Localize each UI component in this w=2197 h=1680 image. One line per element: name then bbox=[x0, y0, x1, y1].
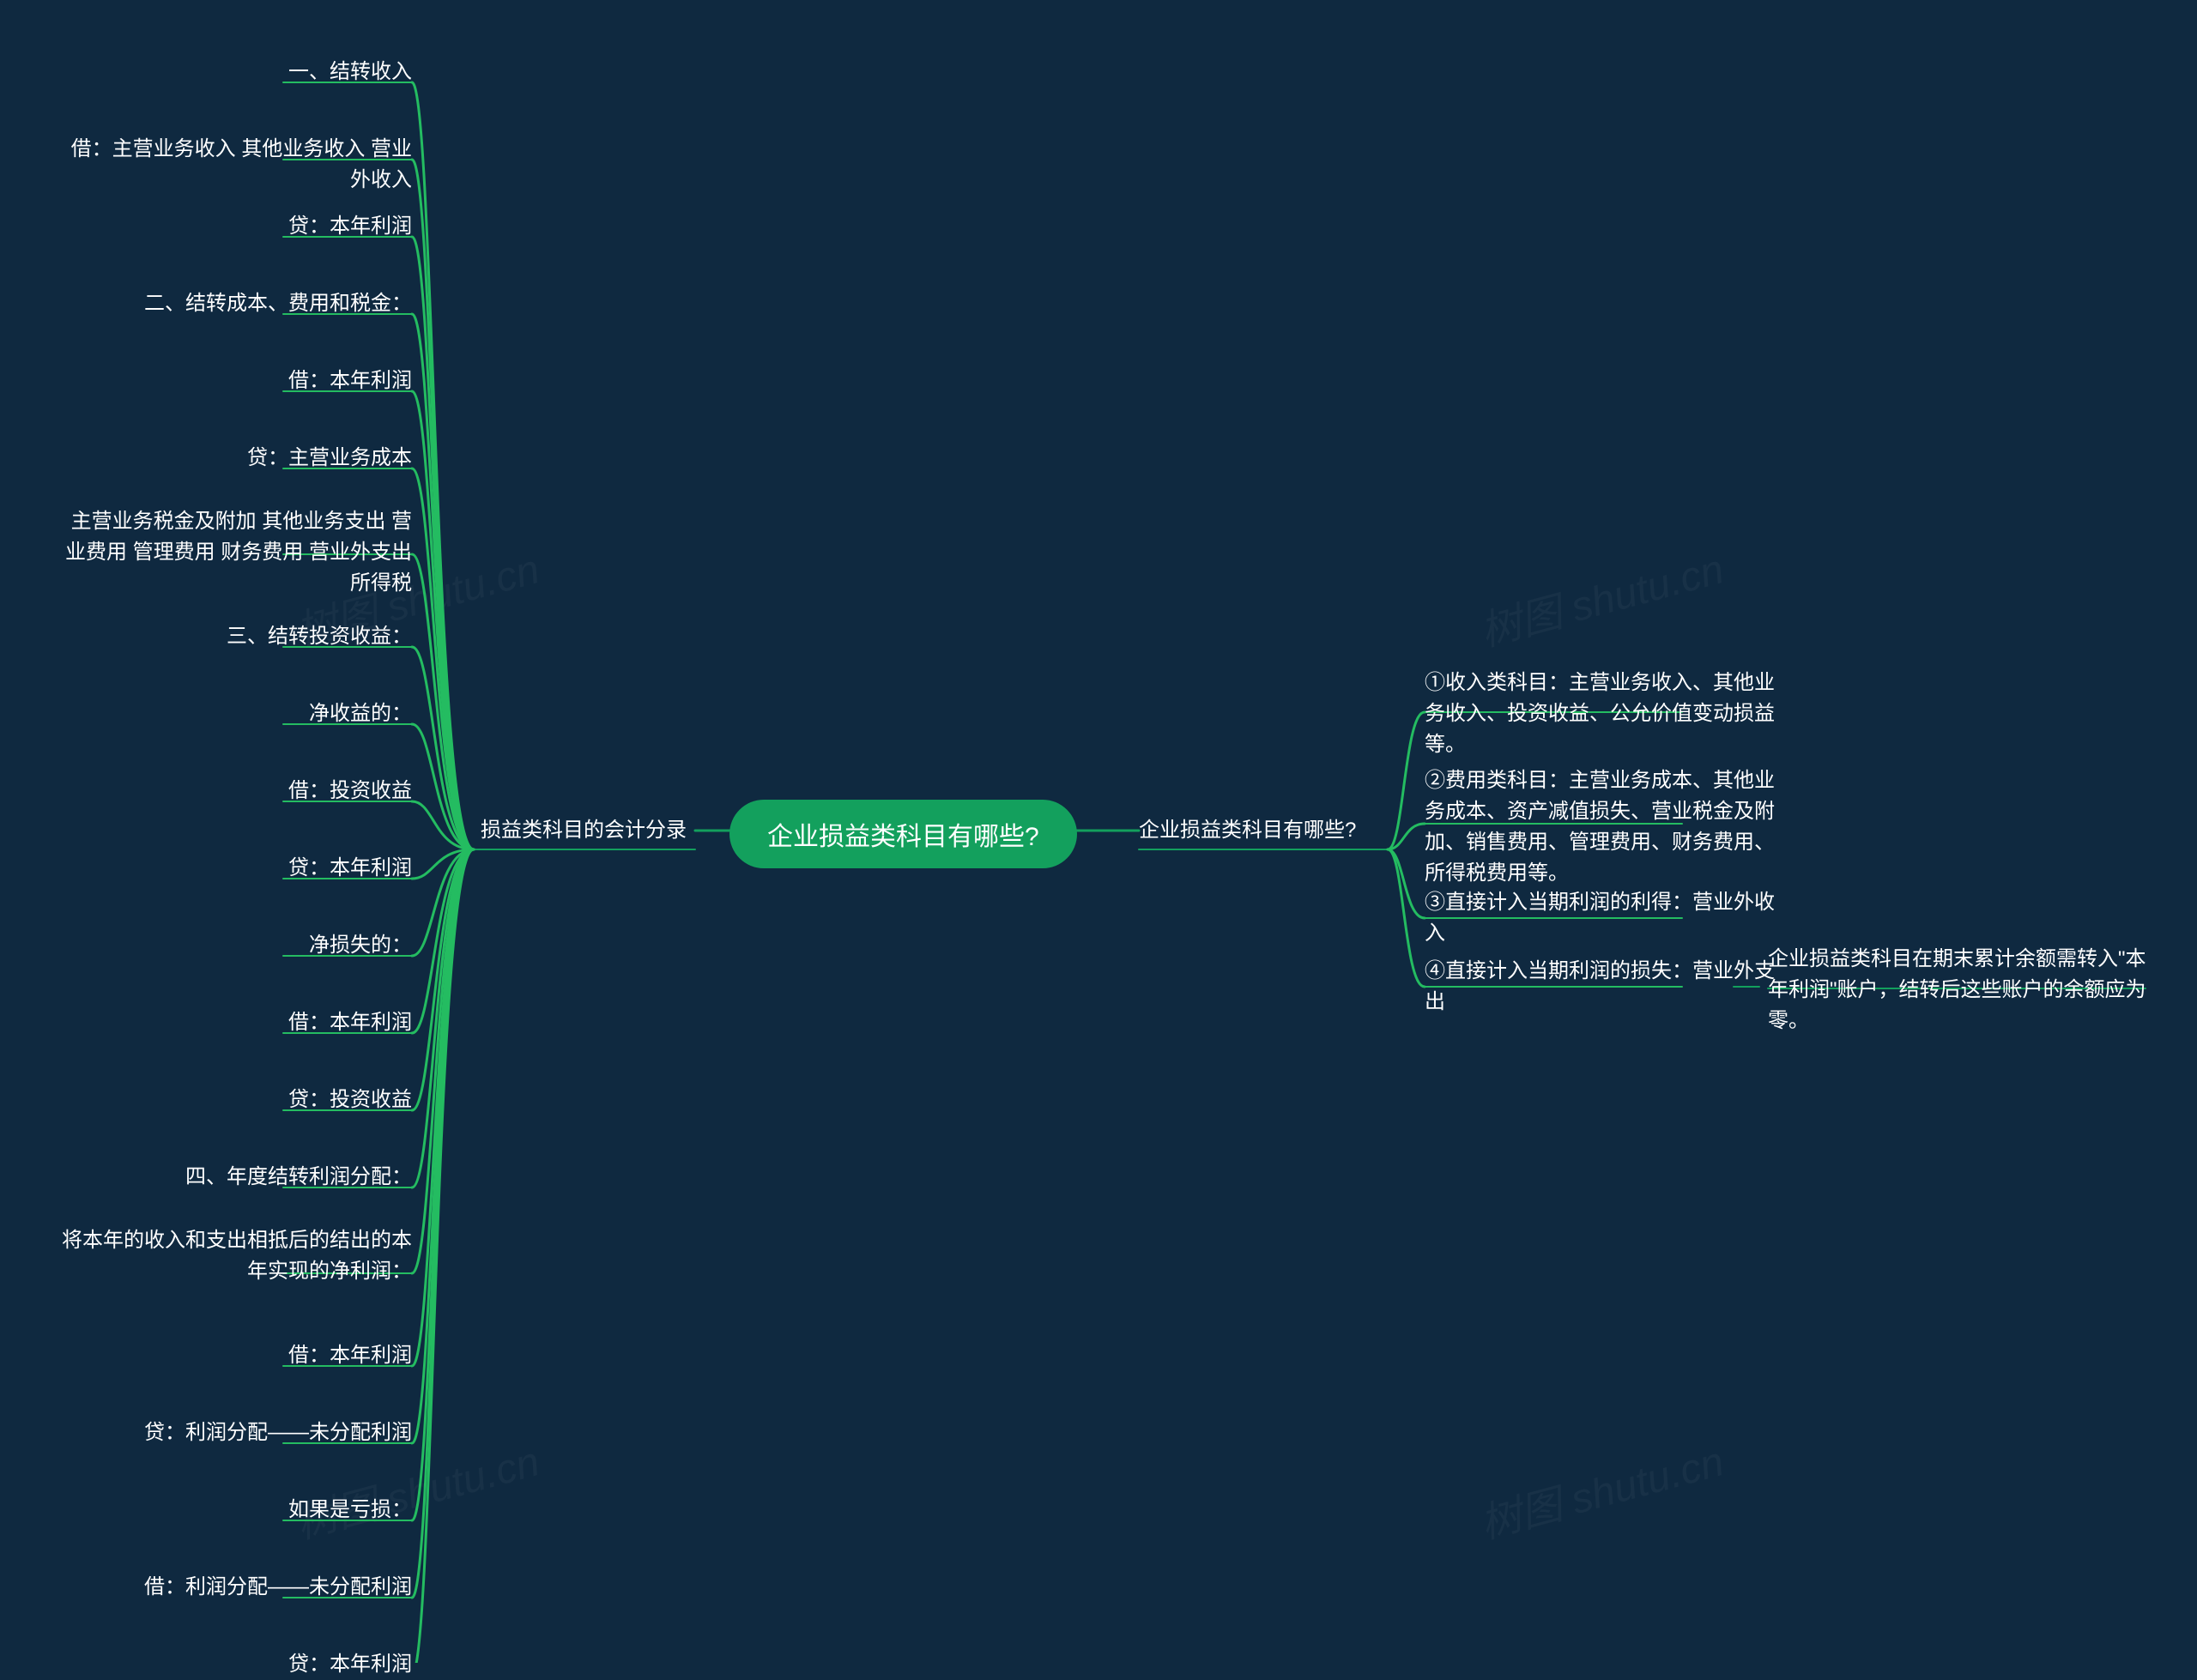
left-leaf: 借：本年利润 bbox=[51, 1340, 412, 1371]
left-leaf: 贷：主营业务成本 bbox=[51, 443, 412, 474]
left-leaf: 三、结转投资收益： bbox=[51, 621, 412, 652]
watermark: 树图 shutu.cn bbox=[1473, 535, 1729, 658]
left-leaf: 借：利润分配——未分配利润 bbox=[51, 1572, 412, 1603]
left-leaf: 贷：本年利润 bbox=[51, 211, 412, 242]
left-leaf: 二、结转成本、费用和税金： bbox=[51, 288, 412, 319]
left-leaf: 一、结转收入 bbox=[51, 57, 412, 88]
left-leaf: 借：本年利润 bbox=[51, 366, 412, 396]
left-leaf: 借：本年利润 bbox=[51, 1007, 412, 1038]
right-leaf: ④直接计入当期利润的损失：营业外支出 bbox=[1425, 956, 1785, 1018]
right-leaf-child: 企业损益类科目在期末累计余额需转入"本年利润"账户，结转后这些账户的余额应为零。 bbox=[1768, 944, 2163, 1036]
right-branch-label: 企业损益类科目有哪些? bbox=[1139, 815, 1356, 846]
connector-layer bbox=[0, 0, 2197, 1663]
left-leaf: 贷：本年利润 bbox=[51, 853, 412, 884]
left-leaf: 借：主营业务收入 其他业务收入 营业外收入 bbox=[51, 134, 412, 196]
left-leaf: 主营业务税金及附加 其他业务支出 营业费用 管理费用 财务费用 营业外支出 所得… bbox=[51, 506, 412, 599]
left-leaf: 将本年的收入和支出相抵后的结出的本年实现的净利润： bbox=[51, 1225, 412, 1287]
left-leaf: 贷：利润分配——未分配利润 bbox=[51, 1417, 412, 1448]
left-leaf: 净损失的： bbox=[51, 930, 412, 961]
right-leaf: ③直接计入当期利润的利得：营业外收入 bbox=[1425, 887, 1785, 949]
left-leaf: 借：投资收益 bbox=[51, 776, 412, 807]
right-leaf: ①收入类科目：主营业务收入、其他业务收入、投资收益、公允价值变动损益等。 bbox=[1425, 668, 1785, 760]
left-leaf: 四、年度结转利润分配： bbox=[51, 1162, 412, 1193]
left-leaf: 贷：投资收益 bbox=[51, 1085, 412, 1115]
left-leaf: 净收益的： bbox=[51, 698, 412, 729]
left-leaf: 贷：本年利润 bbox=[51, 1649, 412, 1680]
root-node: 企业损益类科目有哪些? bbox=[729, 800, 1077, 868]
watermark: 树图 shutu.cn bbox=[1473, 1428, 1729, 1550]
left-leaf: 如果是亏损： bbox=[51, 1495, 412, 1526]
left-branch-label: 损益类科目的会计分录 bbox=[481, 815, 687, 846]
right-leaf: ②费用类科目：主营业务成本、其他业务成本、资产减值损失、营业税金及附加、销售费用… bbox=[1425, 765, 1785, 889]
